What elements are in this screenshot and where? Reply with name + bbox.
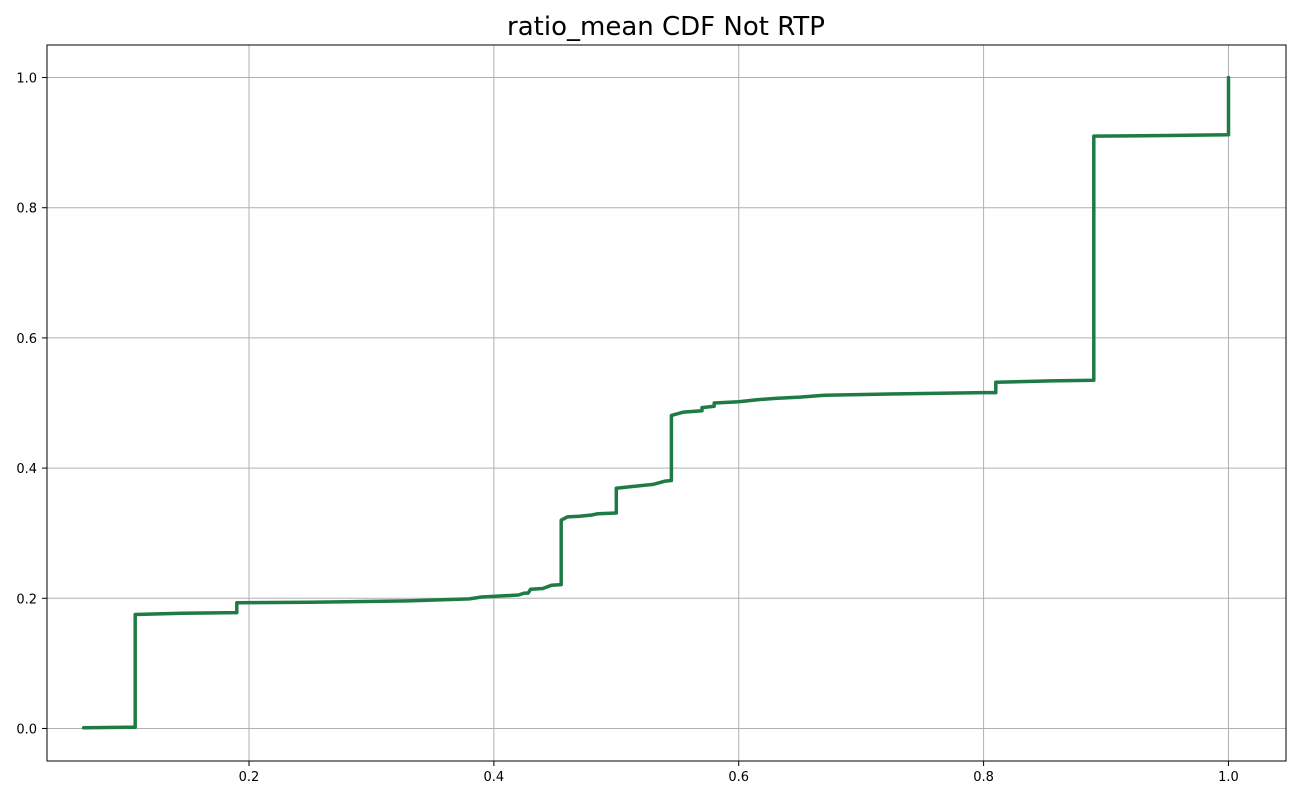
x-tick-label: 0.8 [973, 770, 994, 785]
plot-frame [46, 44, 1287, 762]
chart-title: ratio_mean CDF Not RTP [507, 12, 825, 42]
grid-lines [47, 45, 1286, 761]
x-tick-label: 1.0 [1218, 770, 1239, 785]
y-tick-label: 0.4 [16, 462, 37, 477]
y-tick-label: 0.2 [16, 592, 37, 607]
cdf-series-line [81, 75, 1231, 730]
tick-layer: 0.2 0.4 0.6 0.8 1.0 0.0 0.2 0.4 0.6 0.8 1.0 [16, 72, 1238, 785]
y-tick-label: 1.0 [16, 72, 37, 87]
x-tick-label: 0.4 [484, 770, 505, 785]
y-tick-label: 0.6 [16, 332, 37, 347]
y-tick-label: 0.8 [16, 202, 37, 217]
series-layer [81, 75, 1231, 730]
y-tick-label: 0.0 [16, 722, 37, 737]
x-tick-label: 0.6 [728, 770, 749, 785]
x-tick-label: 0.2 [239, 770, 260, 785]
